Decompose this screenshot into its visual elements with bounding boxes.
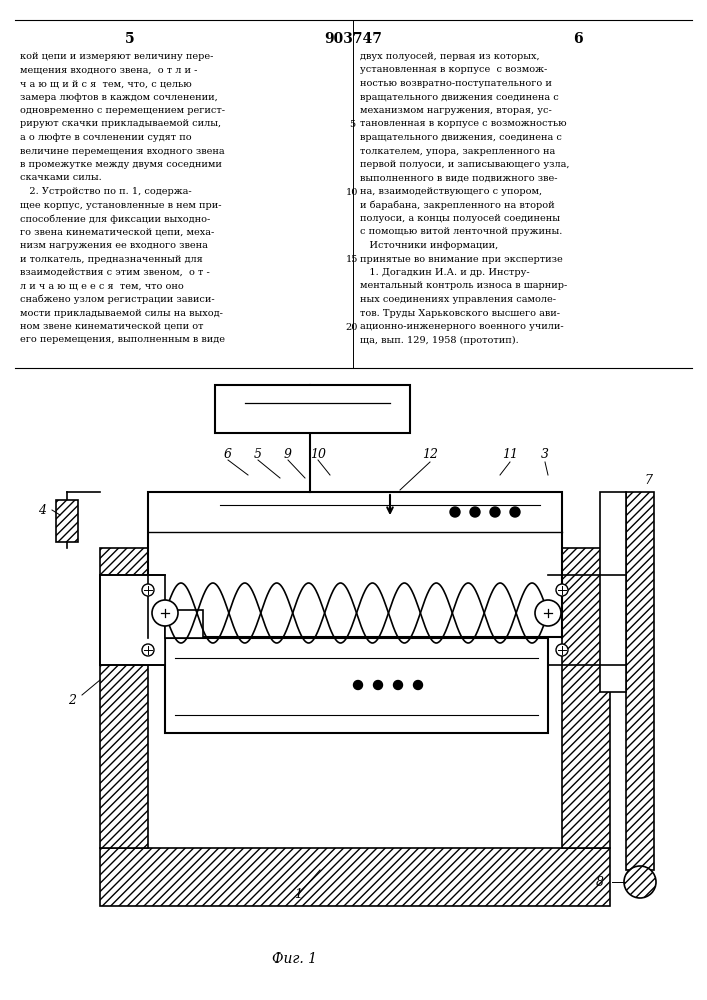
Text: Источники информации,: Источники информации, (360, 241, 498, 250)
Bar (148, 492, 562, 637)
Text: 6: 6 (573, 32, 583, 46)
Bar (100, 548, 148, 848)
Text: снабжено узлом регистрации зависи-: снабжено узлом регистрации зависи- (20, 295, 215, 304)
Bar (165, 610, 203, 638)
Circle shape (624, 866, 656, 898)
Text: толкателем, упора, закрепленного на: толкателем, упора, закрепленного на (360, 146, 555, 155)
Text: на, взаимодействующего с упором,: на, взаимодействующего с упором, (360, 187, 542, 196)
Bar (562, 548, 610, 848)
Text: 6: 6 (224, 448, 232, 462)
Text: 1: 1 (294, 888, 302, 902)
Text: и барабана, закрепленного на второй: и барабана, закрепленного на второй (360, 200, 554, 210)
Text: л и ч а ю щ е е с я  тем, что оно: л и ч а ю щ е е с я тем, что оно (20, 282, 184, 290)
Circle shape (414, 680, 423, 690)
Text: ностью возвратно-поступательного и: ностью возвратно-поступательного и (360, 79, 552, 88)
Text: а о люфте в сочленении судят по: а о люфте в сочленении судят по (20, 133, 192, 142)
Text: одновременно с перемещением регист-: одновременно с перемещением регист- (20, 106, 225, 115)
Text: 903747: 903747 (324, 32, 382, 46)
Circle shape (470, 507, 480, 517)
Text: мости прикладываемой силы на выход-: мости прикладываемой силы на выход- (20, 308, 223, 318)
Bar (100, 575, 165, 665)
Bar (165, 638, 548, 733)
Text: вращательного движения соединена с: вращательного движения соединена с (360, 93, 559, 102)
Text: 2: 2 (68, 694, 76, 706)
Circle shape (152, 600, 178, 626)
Text: ментальный контроль износа в шарнир-: ментальный контроль износа в шарнир- (360, 282, 567, 290)
Text: 8: 8 (596, 876, 604, 888)
Bar (215, 385, 410, 433)
Text: взаимодействия с этим звеном,  о т -: взаимодействия с этим звеном, о т - (20, 268, 210, 277)
Text: скачками силы.: скачками силы. (20, 174, 102, 182)
Text: го звена кинематической цепи, меха-: го звена кинематической цепи, меха- (20, 228, 214, 236)
Text: выполненного в виде подвижного зве-: выполненного в виде подвижного зве- (360, 174, 558, 182)
Text: тановленная в корпусе с возможностью: тановленная в корпусе с возможностью (360, 119, 566, 128)
Text: замера люфтов в каждом сочленении,: замера люфтов в каждом сочленении, (20, 93, 218, 102)
Text: двух полуосей, первая из которых,: двух полуосей, первая из которых, (360, 52, 539, 61)
Bar (100, 848, 610, 906)
Circle shape (510, 507, 520, 517)
Circle shape (450, 507, 460, 517)
Text: полуоси, а концы полуосей соединены: полуоси, а концы полуосей соединены (360, 214, 560, 223)
Text: щее корпус, установленные в нем при-: щее корпус, установленные в нем при- (20, 200, 221, 210)
Text: установленная в корпусе  с возмож-: установленная в корпусе с возмож- (360, 66, 547, 75)
Text: ч а ю щ и й с я  тем, что, с целью: ч а ю щ и й с я тем, что, с целью (20, 79, 192, 88)
Circle shape (354, 680, 363, 690)
Circle shape (373, 680, 382, 690)
Text: его перемещения, выполненным в виде: его перемещения, выполненным в виде (20, 336, 225, 344)
Text: 12: 12 (422, 448, 438, 462)
Circle shape (394, 680, 402, 690)
Bar (56, 500, 78, 542)
Text: кой цепи и измеряют величину пере-: кой цепи и измеряют величину пере- (20, 52, 214, 61)
Text: 5: 5 (254, 448, 262, 462)
Text: мещения входного звена,  о т л и -: мещения входного звена, о т л и - (20, 66, 197, 75)
Bar (626, 492, 654, 870)
Text: с помощью витой ленточной пружины.: с помощью витой ленточной пружины. (360, 228, 562, 236)
Text: механизмом нагружения, вторая, ус-: механизмом нагружения, вторая, ус- (360, 106, 551, 115)
Text: принятые во внимание при экспертизе: принятые во внимание при экспертизе (360, 254, 563, 263)
Text: ационно-инженерного военного учили-: ационно-инженерного военного учили- (360, 322, 563, 331)
Bar (600, 492, 626, 692)
Text: 3: 3 (541, 448, 549, 462)
Text: 5: 5 (125, 32, 135, 46)
Text: и толкатель, предназначенный для: и толкатель, предназначенный для (20, 254, 203, 263)
Text: 9: 9 (284, 448, 292, 462)
Text: Фиг. 1: Фиг. 1 (272, 952, 317, 966)
Text: 4: 4 (38, 504, 46, 516)
Text: 11: 11 (502, 448, 518, 462)
Circle shape (556, 584, 568, 596)
Circle shape (490, 507, 500, 517)
Text: ном звене кинематической цепи от: ном звене кинематической цепи от (20, 322, 204, 331)
Text: 20: 20 (346, 323, 358, 332)
Text: 15: 15 (346, 255, 358, 264)
Text: в промежутке между двумя соседними: в промежутке между двумя соседними (20, 160, 222, 169)
Text: 5: 5 (349, 120, 355, 129)
Text: ных соединениях управления самоле-: ных соединениях управления самоле- (360, 295, 556, 304)
Text: ща, вып. 129, 1958 (прототип).: ща, вып. 129, 1958 (прототип). (360, 336, 519, 345)
Text: 10: 10 (310, 448, 326, 462)
Text: величине перемещения входного звена: величине перемещения входного звена (20, 146, 225, 155)
Circle shape (142, 584, 154, 596)
Text: 10: 10 (346, 188, 358, 197)
Text: вращательного движения, соединена с: вращательного движения, соединена с (360, 133, 562, 142)
Text: способление для фиксации выходно-: способление для фиксации выходно- (20, 214, 210, 224)
Text: низм нагружения ее входного звена: низм нагружения ее входного звена (20, 241, 208, 250)
Text: 2. Устройство по п. 1, содержа-: 2. Устройство по п. 1, содержа- (20, 187, 192, 196)
Circle shape (142, 644, 154, 656)
Circle shape (556, 644, 568, 656)
Text: 7: 7 (644, 474, 652, 487)
Text: тов. Труды Харьковского высшего ави-: тов. Труды Харьковского высшего ави- (360, 308, 560, 318)
Text: 1. Догадкин И.А. и др. Инстру-: 1. Догадкин И.А. и др. Инстру- (360, 268, 530, 277)
Text: рируют скачки прикладываемой силы,: рируют скачки прикладываемой силы, (20, 119, 221, 128)
Circle shape (535, 600, 561, 626)
Bar (110, 585, 148, 655)
Text: первой полуоси, и записывающего узла,: первой полуоси, и записывающего узла, (360, 160, 570, 169)
